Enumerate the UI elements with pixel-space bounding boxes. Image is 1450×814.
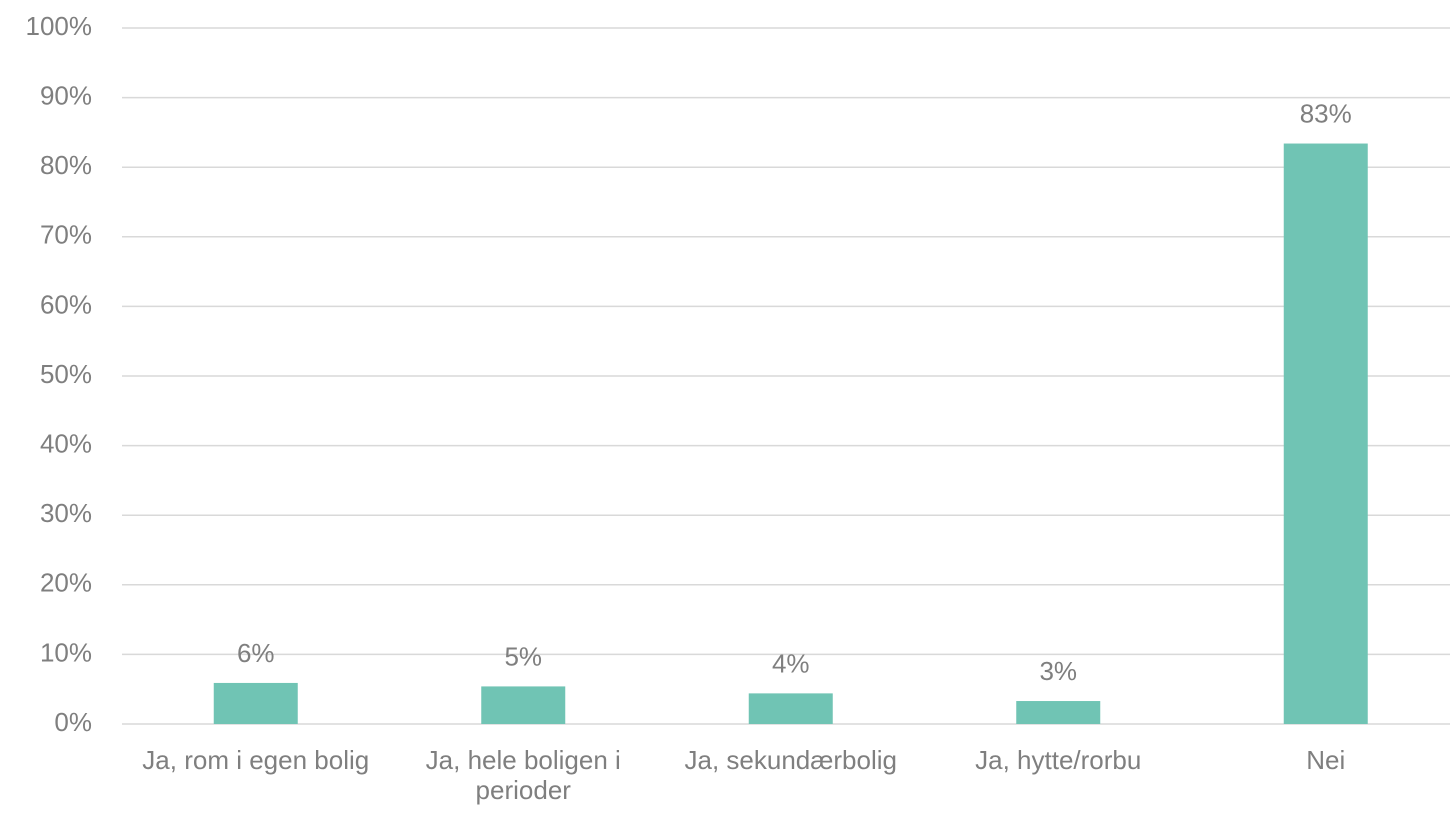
y-tick-label: 70% xyxy=(40,220,92,250)
x-tick-label: Nei xyxy=(1306,745,1345,775)
bar xyxy=(1016,701,1101,724)
y-tick-label: 100% xyxy=(26,11,93,41)
y-tick-label: 40% xyxy=(40,428,92,458)
y-tick-label: 60% xyxy=(40,289,92,319)
value-label: 6% xyxy=(237,638,275,668)
value-label: 4% xyxy=(772,648,810,678)
bar xyxy=(481,686,566,724)
value-label: 83% xyxy=(1300,98,1352,128)
y-tick-label: 30% xyxy=(40,498,92,528)
x-tick-label: Ja, sekundærbolig xyxy=(685,745,897,775)
y-tick-label: 90% xyxy=(40,80,92,110)
x-tick-label: Ja, hele boligen i perioder xyxy=(426,745,621,805)
value-label: 5% xyxy=(504,641,542,671)
bar xyxy=(1283,143,1368,724)
bar xyxy=(213,682,298,724)
value-label: 3% xyxy=(1039,656,1077,686)
x-tick-label: Ja, hytte/rorbu xyxy=(975,745,1141,775)
y-tick-label: 50% xyxy=(40,359,92,389)
x-tick-label: Ja, rom i egen bolig xyxy=(142,745,369,775)
y-tick-label: 80% xyxy=(40,150,92,180)
y-tick-label: 10% xyxy=(40,637,92,667)
y-tick-label: 0% xyxy=(54,707,92,737)
bar xyxy=(748,693,833,724)
y-tick-label: 20% xyxy=(40,568,92,598)
